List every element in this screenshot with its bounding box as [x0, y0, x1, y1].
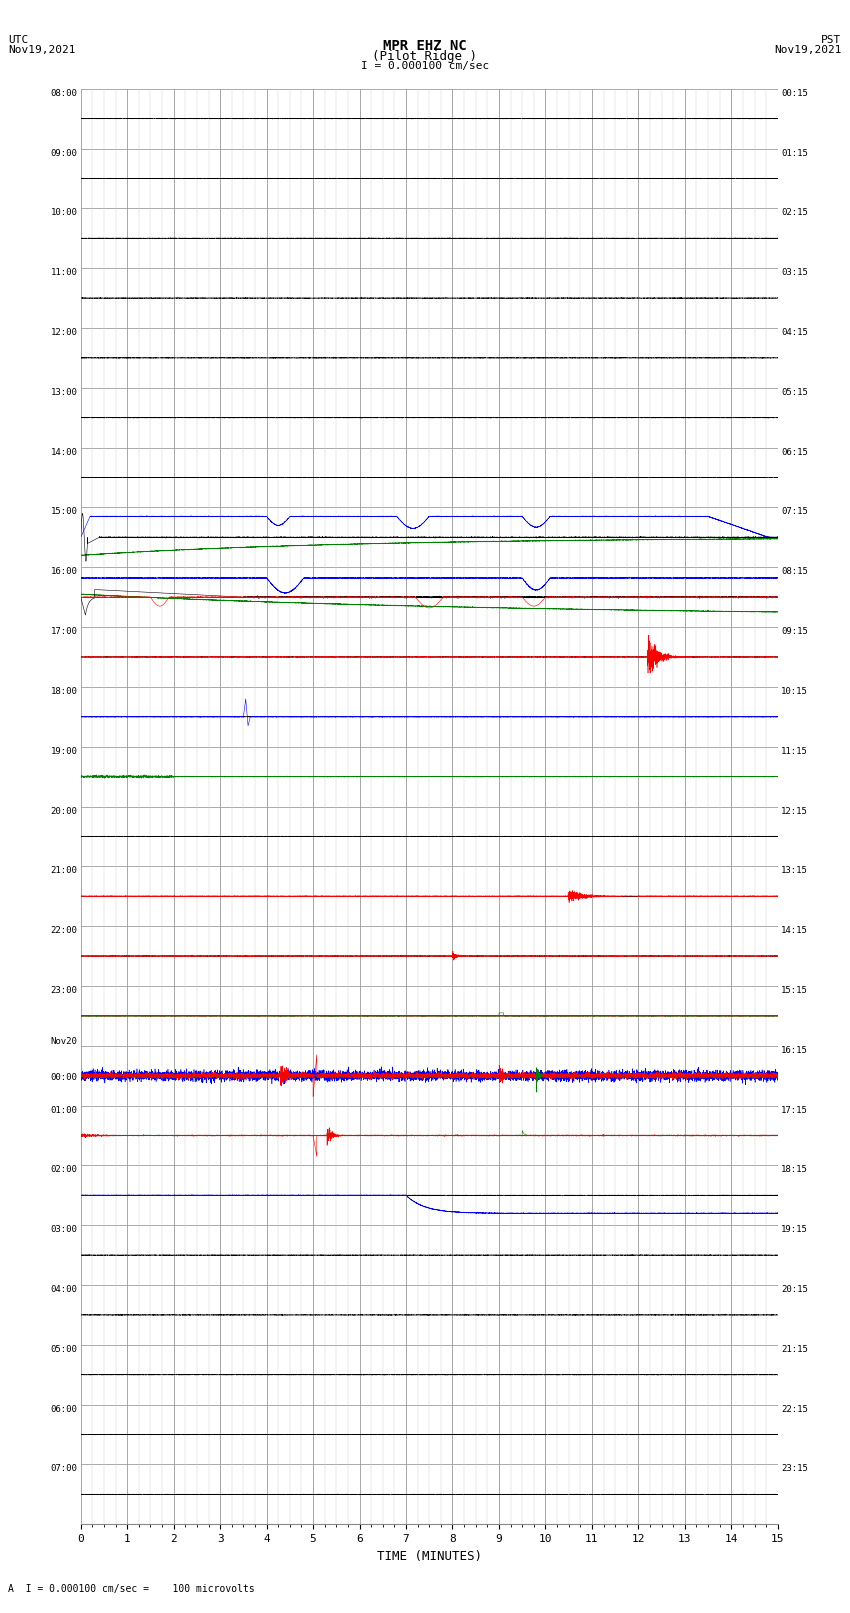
Text: 23:15: 23:15 [781, 1465, 808, 1473]
Text: 21:15: 21:15 [781, 1345, 808, 1353]
Text: 02:15: 02:15 [781, 208, 808, 218]
Text: UTC: UTC [8, 35, 29, 45]
Text: 20:15: 20:15 [781, 1286, 808, 1294]
Text: Nov20: Nov20 [50, 1037, 77, 1045]
Text: PST: PST [821, 35, 842, 45]
Text: A  I = 0.000100 cm/sec =    100 microvolts: A I = 0.000100 cm/sec = 100 microvolts [8, 1584, 255, 1594]
Text: 15:15: 15:15 [781, 986, 808, 995]
Text: 08:15: 08:15 [781, 568, 808, 576]
Text: 07:00: 07:00 [50, 1465, 77, 1473]
Text: 18:15: 18:15 [781, 1165, 808, 1174]
Text: 16:00: 16:00 [50, 568, 77, 576]
Text: MPR EHZ NC: MPR EHZ NC [383, 39, 467, 53]
Text: 11:15: 11:15 [781, 747, 808, 755]
Text: 17:15: 17:15 [781, 1105, 808, 1115]
Text: 00:00: 00:00 [50, 1073, 77, 1082]
Text: 02:00: 02:00 [50, 1165, 77, 1174]
Text: 13:15: 13:15 [781, 866, 808, 876]
Text: (Pilot Ridge ): (Pilot Ridge ) [372, 50, 478, 63]
Text: 20:00: 20:00 [50, 806, 77, 816]
Text: 04:15: 04:15 [781, 327, 808, 337]
Text: 09:15: 09:15 [781, 627, 808, 636]
Text: 17:00: 17:00 [50, 627, 77, 636]
Text: 12:15: 12:15 [781, 806, 808, 816]
Text: 18:00: 18:00 [50, 687, 77, 695]
Text: I = 0.000100 cm/sec: I = 0.000100 cm/sec [361, 61, 489, 71]
Text: 03:15: 03:15 [781, 268, 808, 277]
Text: 00:15: 00:15 [781, 89, 808, 98]
Text: 16:15: 16:15 [781, 1045, 808, 1055]
Text: 01:15: 01:15 [781, 148, 808, 158]
Text: 22:15: 22:15 [781, 1405, 808, 1413]
Text: 14:15: 14:15 [781, 926, 808, 936]
Text: 10:15: 10:15 [781, 687, 808, 695]
Text: 10:00: 10:00 [50, 208, 77, 218]
Text: 21:00: 21:00 [50, 866, 77, 876]
Text: 13:00: 13:00 [50, 387, 77, 397]
Text: 09:00: 09:00 [50, 148, 77, 158]
Text: 01:00: 01:00 [50, 1105, 77, 1115]
Text: 08:00: 08:00 [50, 89, 77, 98]
Text: 06:00: 06:00 [50, 1405, 77, 1413]
Text: 23:00: 23:00 [50, 986, 77, 995]
Text: 03:00: 03:00 [50, 1226, 77, 1234]
X-axis label: TIME (MINUTES): TIME (MINUTES) [377, 1550, 482, 1563]
Text: 11:00: 11:00 [50, 268, 77, 277]
Text: Nov19,2021: Nov19,2021 [774, 45, 842, 55]
Text: 05:00: 05:00 [50, 1345, 77, 1353]
Text: 19:15: 19:15 [781, 1226, 808, 1234]
Text: 12:00: 12:00 [50, 327, 77, 337]
Text: 05:15: 05:15 [781, 387, 808, 397]
Text: Nov19,2021: Nov19,2021 [8, 45, 76, 55]
Text: 19:00: 19:00 [50, 747, 77, 755]
Text: 07:15: 07:15 [781, 508, 808, 516]
Text: 14:00: 14:00 [50, 448, 77, 456]
Text: 04:00: 04:00 [50, 1286, 77, 1294]
Text: 22:00: 22:00 [50, 926, 77, 936]
Text: 06:15: 06:15 [781, 448, 808, 456]
Text: 15:00: 15:00 [50, 508, 77, 516]
